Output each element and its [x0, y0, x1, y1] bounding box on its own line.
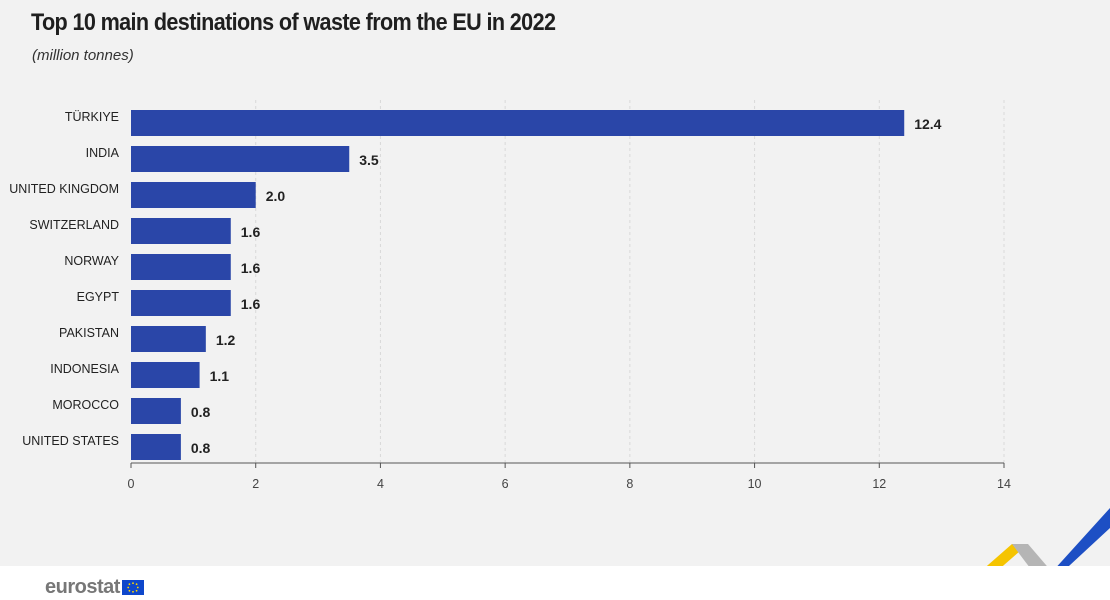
category-label: INDIA: [86, 146, 120, 160]
x-tick-label: 8: [626, 477, 633, 491]
bar: [131, 146, 350, 172]
value-label: 0.8: [191, 404, 211, 420]
value-label: 1.2: [216, 332, 236, 348]
value-label: 2.0: [266, 188, 286, 204]
value-label: 1.6: [241, 296, 261, 312]
value-label: 1.1: [210, 368, 230, 384]
footer-bar: [0, 566, 1110, 600]
bar: [131, 326, 206, 352]
x-tick-label: 4: [377, 477, 384, 491]
x-tick-label: 0: [128, 477, 135, 491]
bar: [131, 290, 231, 316]
chart-title: Top 10 main destinations of waste from t…: [31, 9, 556, 36]
eurostat-logo: eurostat: [45, 576, 144, 599]
x-tick-label: 10: [748, 477, 762, 491]
category-label: SWITZERLAND: [29, 218, 119, 232]
category-label: PAKISTAN: [59, 326, 119, 340]
chart-subtitle: (million tonnes): [32, 47, 134, 64]
category-label: NORWAY: [64, 254, 119, 268]
x-tick-label: 14: [997, 477, 1011, 491]
category-label: UNITED KINGDOM: [9, 182, 119, 196]
category-label: EGYPT: [77, 290, 120, 304]
category-label: INDONESIA: [50, 362, 119, 376]
x-tick-label: 12: [872, 477, 886, 491]
x-tick-label: 2: [252, 477, 259, 491]
bar: [131, 434, 181, 460]
bar: [131, 182, 256, 208]
x-tick-label: 6: [502, 477, 509, 491]
category-label: UNITED STATES: [22, 434, 119, 448]
value-label: 12.4: [914, 116, 941, 132]
bar: [131, 110, 905, 136]
value-label: 1.6: [241, 224, 261, 240]
eurostat-wordmark: eurostat: [45, 576, 120, 598]
bar-chart: 0 2 4 6 8 10 12 14 TÜRKIYE 12.4 INDIA 3.5 UNITED KIN…: [9, 100, 1011, 491]
bar: [131, 398, 181, 424]
bar: [131, 218, 231, 244]
eu-flag-icon: [121, 580, 144, 595]
value-label: 1.6: [241, 260, 261, 276]
bar: [131, 254, 231, 280]
bar: [131, 362, 200, 388]
value-label: 0.8: [191, 440, 211, 456]
value-label: 3.5: [359, 152, 379, 168]
category-label: MOROCCO: [52, 398, 119, 412]
category-label: TÜRKIYE: [65, 110, 119, 124]
